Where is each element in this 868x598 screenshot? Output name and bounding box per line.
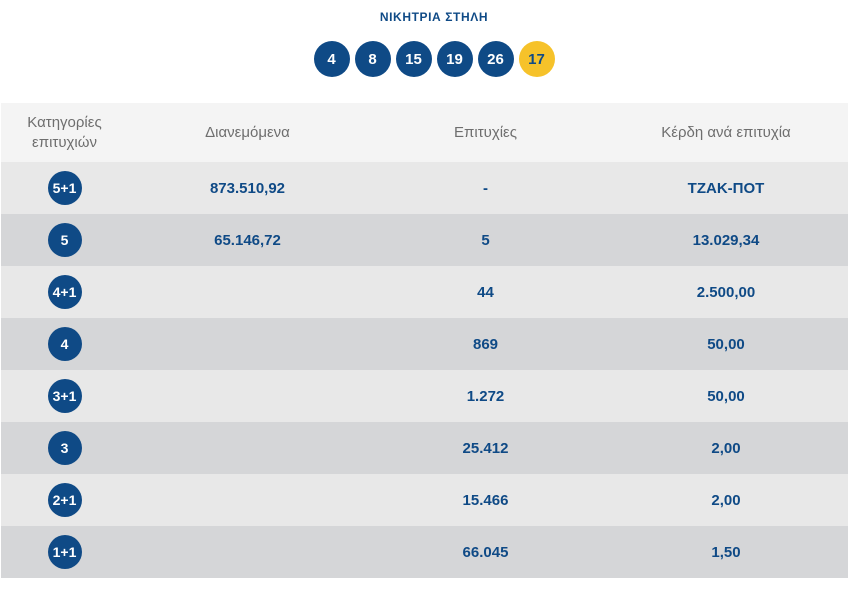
winning-number-ball: 15 bbox=[395, 41, 432, 77]
winners-cell: 66.045 bbox=[462, 543, 509, 561]
winners-cell: 15.466 bbox=[462, 491, 509, 509]
prize-cell: 1,50 bbox=[711, 543, 741, 561]
winners-cell: 5 bbox=[481, 231, 490, 249]
table-row: 4+1 44 2.500,00 bbox=[1, 266, 848, 318]
winners-cell: 1.272 bbox=[466, 387, 505, 405]
winning-number-ball: 19 bbox=[436, 41, 473, 77]
header-winners: Επιτυχίες bbox=[454, 124, 517, 141]
category-badge: 5 bbox=[47, 223, 82, 257]
winners-cell: 44 bbox=[477, 283, 494, 301]
prize-cell: 50,00 bbox=[707, 387, 745, 405]
prize-cell: 13.029,34 bbox=[692, 231, 760, 249]
prize-cell: 2.500,00 bbox=[696, 283, 756, 301]
winning-numbers: 4 8 15 19 26 17 bbox=[0, 41, 868, 77]
category-badge: 4 bbox=[47, 327, 82, 361]
distributed-cell: 65.146,72 bbox=[214, 231, 281, 249]
table-header: Κατηγορίες επιτυχιών Διανεμόμενα Επιτυχί… bbox=[1, 103, 848, 162]
category-badge: 4+1 bbox=[47, 275, 82, 309]
prize-cell: 2,00 bbox=[711, 439, 741, 457]
prize-cell: 2,00 bbox=[711, 491, 741, 509]
table-row: 5+1 873.510,92 - ΤΖΑΚ-ΠΟΤ bbox=[1, 162, 848, 214]
winning-column-title: ΝΙΚΗΤΡΙΑ ΣΤΗΛΗ bbox=[379, 10, 489, 24]
bonus-number-ball: 17 bbox=[518, 41, 555, 77]
prize-cell: 50,00 bbox=[707, 335, 745, 353]
prize-cell: ΤΖΑΚ-ΠΟΤ bbox=[687, 179, 765, 197]
header-prize: Κέρδη ανά επιτυχία bbox=[661, 124, 791, 141]
table-row: 5 65.146,72 5 13.029,34 bbox=[1, 214, 848, 266]
prize-table: Κατηγορίες επιτυχιών Διανεμόμενα Επιτυχί… bbox=[1, 103, 848, 578]
table-row: 3+1 1.272 50,00 bbox=[1, 370, 848, 422]
winners-cell: 25.412 bbox=[462, 439, 509, 457]
category-badge: 1+1 bbox=[47, 535, 82, 569]
category-badge: 3+1 bbox=[47, 379, 82, 413]
header-distributed: Διανεμόμενα bbox=[205, 124, 290, 141]
table-row: 2+1 15.466 2,00 bbox=[1, 474, 848, 526]
winning-number-ball: 8 bbox=[354, 41, 391, 77]
winners-cell: - bbox=[483, 179, 488, 197]
table-row: 1+1 66.045 1,50 bbox=[1, 526, 848, 578]
category-badge: 3 bbox=[47, 431, 82, 465]
header-category: Κατηγορίες επιτυχιών bbox=[27, 113, 102, 151]
winners-cell: 869 bbox=[472, 335, 499, 353]
category-badge: 5+1 bbox=[47, 171, 82, 205]
distributed-cell: 873.510,92 bbox=[209, 179, 286, 197]
table-row: 4 869 50,00 bbox=[1, 318, 848, 370]
category-badge: 2+1 bbox=[47, 483, 82, 517]
table-row: 3 25.412 2,00 bbox=[1, 422, 848, 474]
winning-number-ball: 26 bbox=[477, 41, 514, 77]
winning-number-ball: 4 bbox=[313, 41, 350, 77]
